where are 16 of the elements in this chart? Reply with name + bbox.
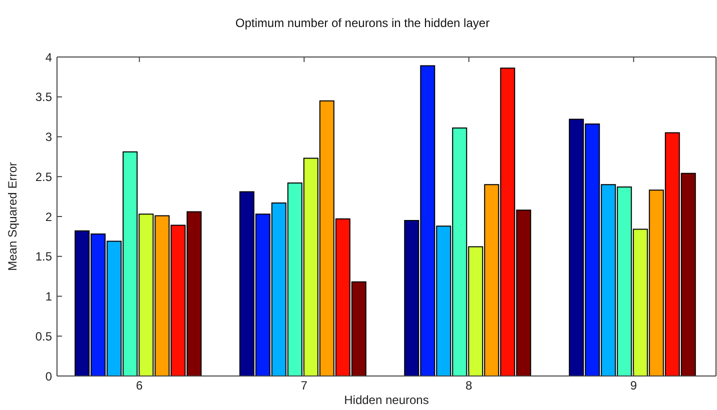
y-axis-title: Mean Squared Error [5, 162, 20, 271]
x-tick-label: 9 [630, 378, 638, 393]
x-tick-label: 7 [300, 378, 308, 393]
y-tick-label: 1.5 [35, 250, 52, 264]
y-tick-label: 2 [45, 210, 52, 224]
chart-title: Optimum number of neurons in the hidden layer [234, 16, 491, 30]
x-tick-label: 6 [136, 378, 144, 393]
x-axis-title: Hidden neurons [344, 393, 429, 407]
y-tick-label: 2.5 [35, 170, 52, 184]
x-tick-label: 8 [466, 378, 473, 393]
y-tick-label: 3.5 [35, 90, 52, 104]
y-tick-label: 0 [45, 369, 52, 384]
y-tick-label: 1 [45, 290, 52, 304]
y-tick-label: 0.5 [35, 329, 52, 344]
y-tick-label: 4 [45, 50, 52, 64]
y-tick-label: 3 [45, 130, 52, 144]
